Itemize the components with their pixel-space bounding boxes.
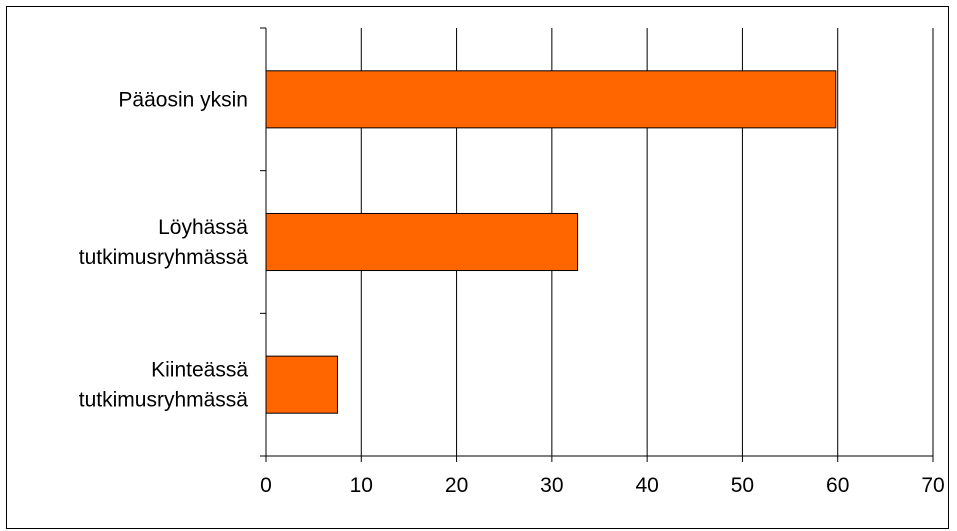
x-tick-label-40: 40 xyxy=(635,474,658,497)
x-tick-label-50: 50 xyxy=(731,474,754,497)
bar-2 xyxy=(265,355,338,414)
x-tick-label-60: 60 xyxy=(826,474,849,497)
category-label-1-line-0: Löyhässä xyxy=(158,216,248,239)
x-tick-label-70: 70 xyxy=(921,474,944,497)
category-label-0-line-0: Pääosin yksin xyxy=(118,88,248,111)
x-tick-label-30: 30 xyxy=(540,474,563,497)
x-tick-label-20: 20 xyxy=(445,474,468,497)
category-label-2-line-0: Kiinteässä xyxy=(151,359,248,382)
category-label-1-line-1: tutkimusryhmässä xyxy=(79,246,249,269)
bar-1 xyxy=(265,212,579,272)
x-tick-label-0: 0 xyxy=(260,474,272,497)
labels: 0 10 20 30 40 50 60 70 Pääosin yksin Löyhässä tutk… xyxy=(79,88,945,497)
x-tick-label-10: 10 xyxy=(350,474,373,497)
category-label-2-line-1: tutkimusryhmässä xyxy=(79,389,249,412)
bar-0 xyxy=(265,70,837,129)
bars xyxy=(265,70,837,414)
axes xyxy=(260,27,934,462)
